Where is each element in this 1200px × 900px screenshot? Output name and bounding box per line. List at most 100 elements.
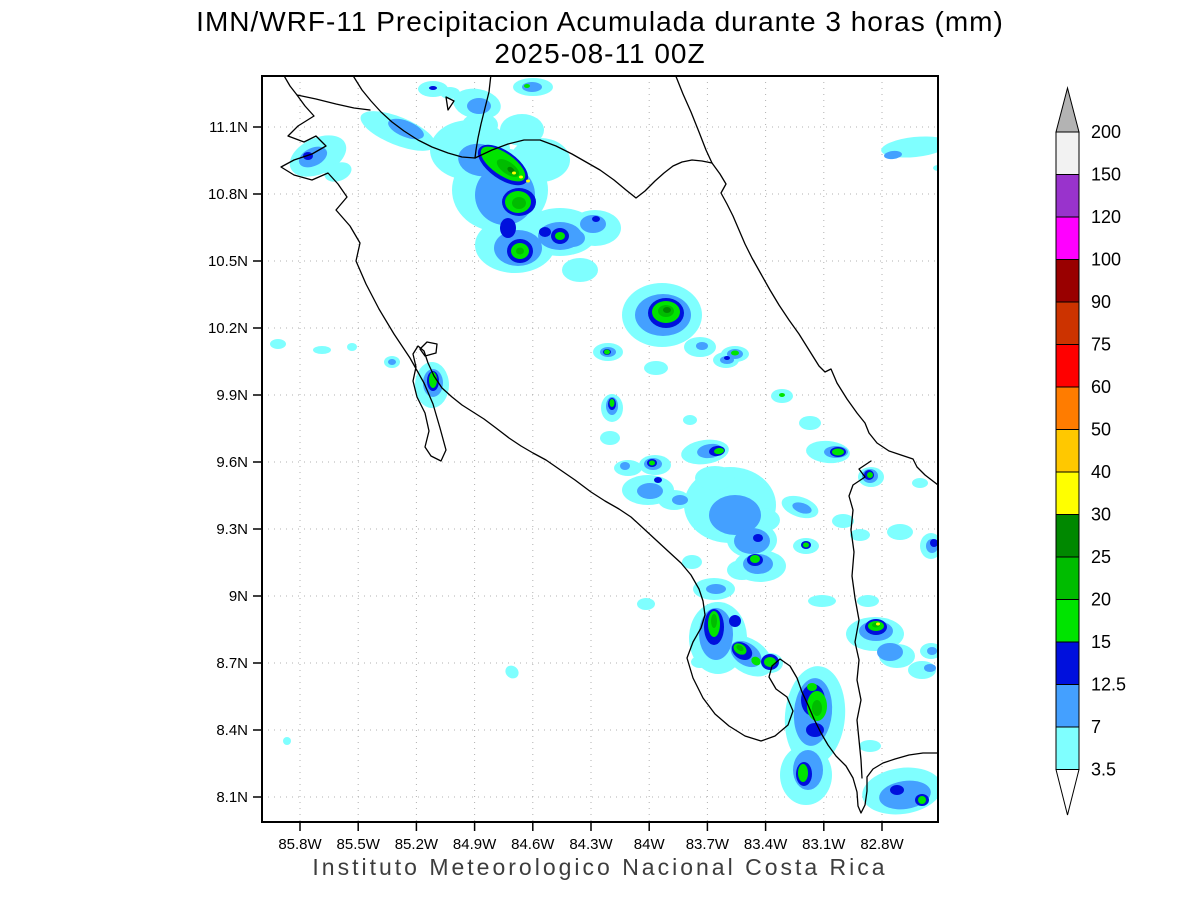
colorbar-label: 7 (1091, 717, 1101, 737)
precip-blob (750, 555, 760, 563)
precip-blob (867, 472, 873, 478)
precip-blob (890, 785, 904, 795)
precip-blob (604, 349, 610, 355)
precip-blob (512, 171, 516, 175)
precip-blob (388, 359, 396, 365)
coastline (675, 76, 938, 486)
colorbar-label: 40 (1091, 462, 1111, 482)
precip-blob (806, 723, 824, 737)
precip-blob (803, 542, 809, 548)
colorbar-box (1055, 556, 1080, 600)
colorbar-box (1055, 131, 1080, 175)
precip-blob (736, 644, 744, 652)
lat-tick-label: 10.2N (208, 320, 248, 337)
lat-tick-label: 8.7N (216, 655, 248, 672)
map-title: IMN/WRF-11 Precipitacion Acumulada duran… (196, 6, 1004, 37)
lon-tick-label: 83.4W (744, 836, 788, 853)
precip-blob (807, 683, 817, 691)
precip-blob (808, 595, 836, 607)
lat-tick-label: 9.3N (216, 521, 248, 538)
colorbar-label: 120 (1091, 207, 1121, 227)
precip-blob (600, 431, 620, 445)
coastline (474, 76, 492, 159)
precip-blob (592, 216, 600, 222)
coastline (474, 139, 713, 199)
precip-blob (555, 232, 565, 240)
precip-blob (388, 118, 424, 140)
precip-blob (505, 665, 519, 679)
precip-blob (729, 615, 741, 627)
precip-blob (706, 584, 726, 594)
precip-blob (637, 483, 663, 499)
precip-blob (500, 114, 544, 146)
lat-tick-label: 11.1N (209, 119, 248, 136)
precip-blob (696, 342, 708, 350)
precip-blob (313, 346, 331, 354)
coastline (419, 341, 438, 357)
lon-tick-label: 85.5W (337, 836, 381, 853)
colorbar-label: 60 (1091, 377, 1111, 397)
colorbar-over-arrow (1055, 86, 1080, 133)
colorbar-label: 200 (1091, 122, 1121, 142)
coastline (848, 460, 872, 779)
lon-tick-label: 83.1W (802, 836, 846, 853)
colorbar-box (1055, 641, 1080, 685)
precip-blob (524, 84, 530, 88)
coastline (280, 76, 938, 814)
lat-tick-label: 10.5N (208, 253, 248, 270)
lat-tick-label: 9N (229, 588, 248, 605)
precip-blob (539, 227, 551, 237)
precip-blob (857, 595, 879, 607)
colorbar-label: 15 (1091, 632, 1111, 652)
precip-blob (440, 87, 460, 99)
precip-blob (298, 146, 328, 168)
colorbar-box (1055, 216, 1080, 260)
colorbar: 3.5 7 12.5 15 20 25 30 40 50 60 75 90 100 120 150 200 (1055, 86, 1126, 816)
coastline (445, 96, 455, 111)
precip-blob (512, 197, 526, 209)
colorbar-label: 150 (1091, 165, 1121, 185)
precip-blob (609, 399, 615, 407)
precip-blob (832, 448, 844, 456)
precip-blob (918, 796, 926, 804)
precip-blob (711, 614, 717, 628)
precip-blob (500, 218, 516, 238)
precip-blob (691, 656, 709, 668)
colorbar-label: 50 (1091, 420, 1111, 440)
precip-blob (672, 495, 688, 505)
precip-blob (779, 393, 785, 397)
colorbar-box (1055, 684, 1080, 728)
precip-blob (753, 534, 763, 542)
lon-tick-label: 83.7W (686, 836, 730, 853)
precip-blob (714, 447, 724, 455)
precip-blob (927, 647, 937, 655)
lon-tick-label: 84.3W (569, 836, 613, 853)
lat-tick-label: 8.1N (216, 789, 248, 806)
coastline (296, 94, 371, 111)
precip-blob (812, 700, 822, 716)
colorbar-box (1055, 429, 1080, 473)
precip-blob (695, 466, 735, 490)
lon-tick-label: 84.9W (453, 836, 497, 853)
precip-blob (519, 175, 523, 179)
precip-blob (876, 622, 880, 626)
precip-blob (644, 361, 668, 375)
lon-tick-label: 85.8W (278, 836, 322, 853)
colorbar-label: 30 (1091, 505, 1111, 525)
precip-blob (620, 462, 630, 470)
colorbar-box (1055, 344, 1080, 388)
precip-blob (683, 415, 697, 425)
coastline (352, 76, 476, 159)
colorbar-label: 3.5 (1091, 760, 1116, 780)
precip-blob (924, 664, 936, 672)
colorbar-label: 100 (1091, 250, 1121, 270)
precip-blob (850, 529, 870, 541)
plot-frame (261, 75, 939, 823)
precip-blob (799, 416, 821, 430)
precip-blob (709, 495, 761, 535)
precip-blob (912, 478, 928, 488)
precip-blob (283, 737, 291, 745)
precip-blob (887, 524, 913, 540)
precip-blob (877, 643, 903, 661)
precip-blob (526, 179, 530, 183)
